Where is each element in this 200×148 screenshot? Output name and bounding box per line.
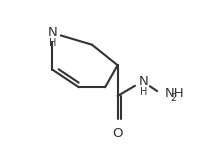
Text: NH: NH (165, 87, 184, 100)
Text: H: H (49, 38, 56, 48)
Text: 2: 2 (171, 93, 177, 103)
Text: N: N (138, 75, 148, 88)
Text: N: N (47, 26, 57, 40)
Text: O: O (112, 127, 123, 140)
Text: H: H (140, 87, 147, 97)
